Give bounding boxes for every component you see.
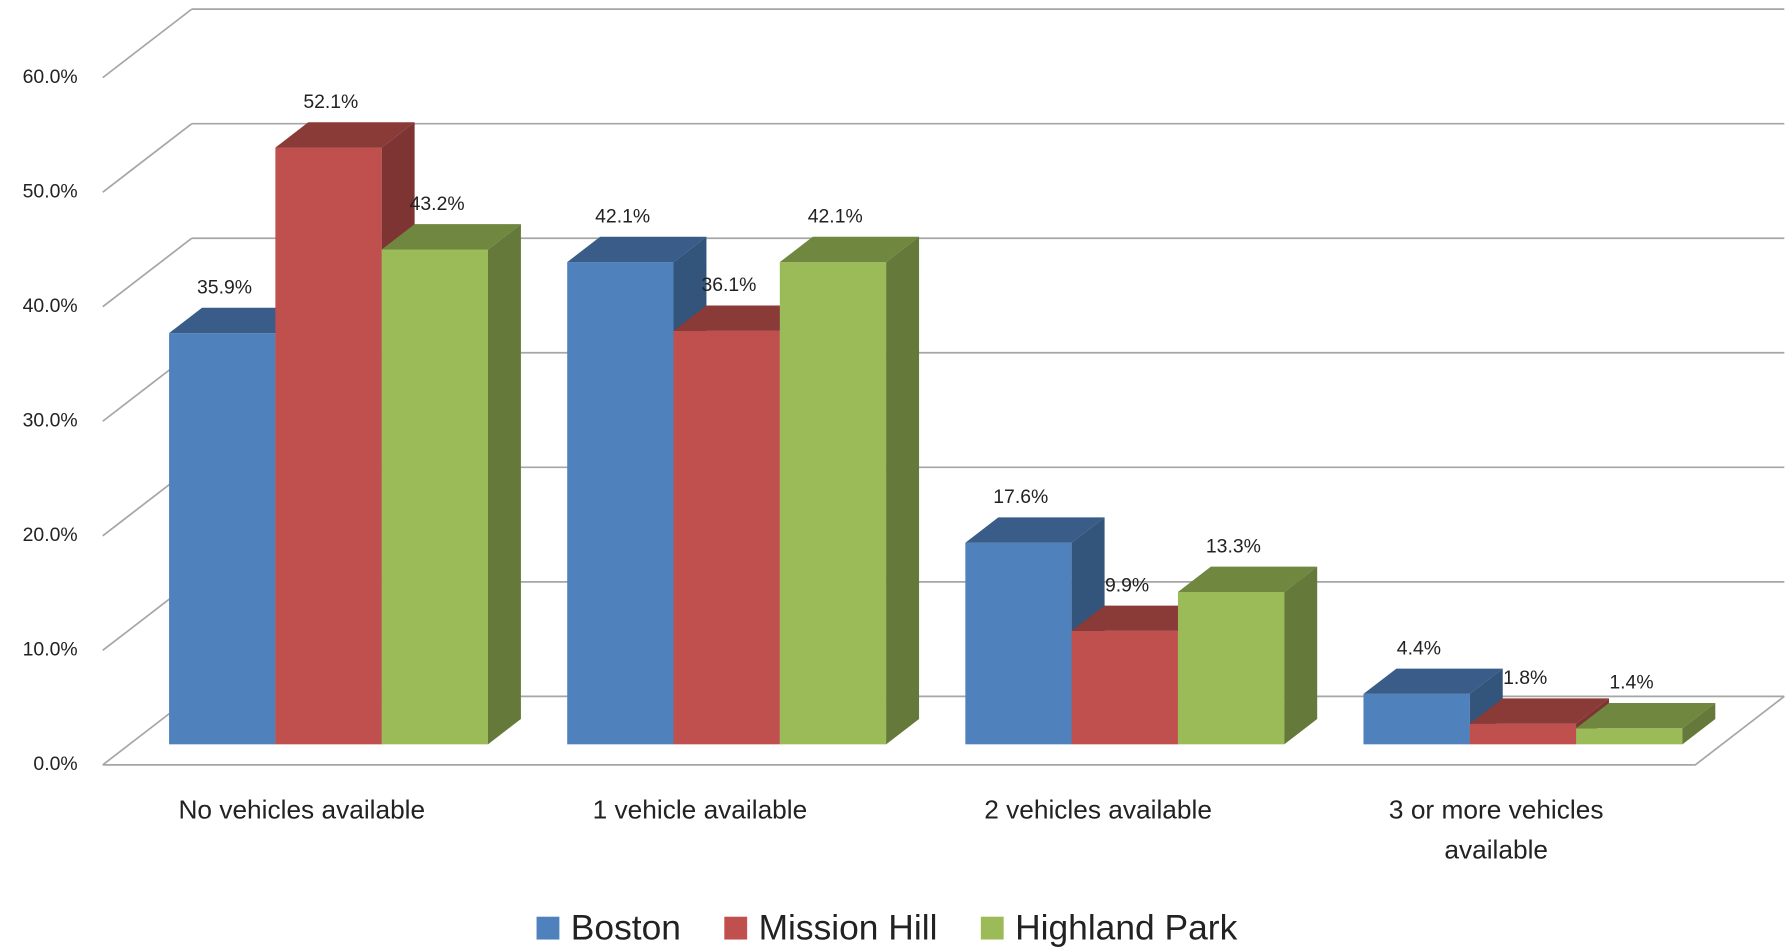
x-tick-label-box: 2 vehicles available: [984, 794, 1212, 825]
bar-front: [965, 542, 1072, 745]
legend-swatch: [980, 916, 1004, 940]
bar-top: [1576, 702, 1716, 729]
bar-top: [381, 224, 521, 250]
y-tick-label: 50.0%: [23, 180, 78, 202]
y-tick-label: 0.0%: [33, 753, 77, 775]
x-tick-label-box: 1 vehicle available: [592, 794, 808, 825]
bar-top: [965, 517, 1105, 543]
bar-side: [1284, 566, 1318, 745]
value-label: 13.3%: [1206, 535, 1261, 557]
bar-front: [169, 333, 276, 745]
bar-side: [487, 224, 521, 745]
value-label: 4.4%: [1397, 637, 1441, 659]
bar-top: [169, 307, 309, 334]
bar-front: [567, 262, 674, 745]
value-label: 36.1%: [701, 274, 756, 296]
floor-edge: [102, 695, 1785, 766]
value-label: 52.1%: [303, 91, 358, 113]
bar-front: [1071, 630, 1178, 745]
bar-top: [275, 122, 415, 148]
x-tick-label: 3 or more vehicles available: [1388, 794, 1604, 864]
bar-top: [1177, 566, 1318, 592]
bar-top: [779, 236, 920, 263]
legend-swatch: [724, 916, 748, 940]
y-tick-label: 60.0%: [23, 66, 78, 88]
value-label: 1.8%: [1503, 667, 1547, 689]
bar-front: [1363, 693, 1470, 745]
bar-top: [1363, 668, 1503, 694]
plot-area: 0.0% 10.0% 20.0% 30.0% 40.0% 50.0% 60.0% 35.9% 5…: [23, 8, 1785, 948]
legend-label: Mission Hill: [759, 909, 938, 948]
bar-side: [1682, 702, 1716, 745]
x-tick-label: 2 vehicles available: [984, 794, 1212, 825]
bar-front: [779, 262, 887, 745]
bar-top: [1469, 698, 1610, 724]
y-tick-label: 30.0%: [23, 409, 78, 431]
value-label: 17.6%: [993, 486, 1048, 508]
value-label: 1.4%: [1609, 672, 1653, 694]
value-label: 42.1%: [595, 205, 650, 227]
bar-front: [673, 330, 780, 745]
value-label: 35.9%: [197, 276, 252, 298]
x-tick-label-box: 3 or more vehicles available: [1388, 794, 1604, 864]
bar-side: [886, 236, 920, 745]
grid-line: [102, 122, 193, 193]
y-tick-label: 40.0%: [23, 295, 78, 317]
y-tick-label: 10.0%: [23, 638, 78, 660]
bar-top: [1071, 605, 1211, 631]
legend-swatch: [536, 916, 560, 940]
y-tick-label: 20.0%: [23, 524, 78, 546]
bar-front: [275, 147, 382, 745]
x-tick-label-box: No vehicles available: [178, 794, 426, 825]
bar-top: [567, 236, 707, 263]
x-tick-label: 1 vehicle available: [592, 794, 808, 825]
legend-label: Boston: [571, 909, 681, 948]
grid-line: [102, 8, 193, 79]
bar-front: [1576, 728, 1683, 745]
bar-front: [381, 249, 488, 745]
bar-front: [1469, 723, 1577, 745]
value-label: 9.9%: [1105, 574, 1149, 596]
legend-label: Highland Park: [1015, 909, 1238, 948]
value-label: 43.2%: [410, 193, 465, 215]
grid-line: [102, 237, 193, 308]
bar-front: [1177, 591, 1285, 745]
bar-top: [673, 305, 813, 331]
x-tick-label: No vehicles available: [178, 794, 426, 825]
value-label: 42.1%: [808, 205, 863, 227]
